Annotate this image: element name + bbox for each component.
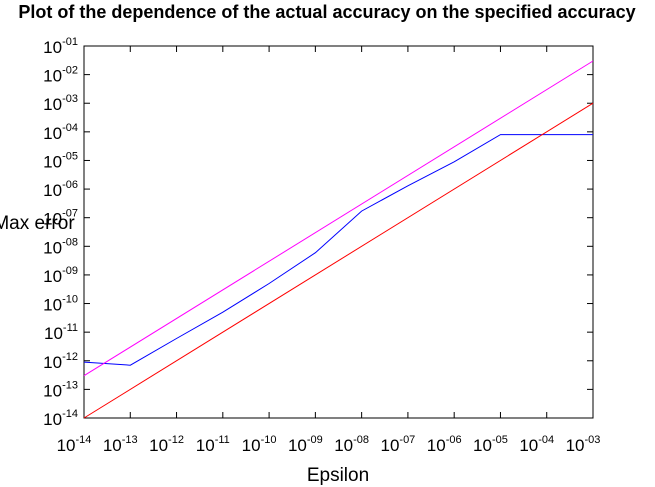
series bbox=[83, 60, 594, 419]
plot-frame bbox=[83, 45, 594, 419]
series-line-1 bbox=[83, 102, 594, 419]
x-tick-label: 10-13 bbox=[103, 434, 138, 455]
x-tick-label: 10-11 bbox=[196, 434, 230, 455]
y-tick-label: 10-12 bbox=[43, 351, 78, 372]
tick-labels: 10-14 10-13 10-12 10-11 10-10 10-09 10-08 10-07… bbox=[43, 36, 600, 455]
series-line-2 bbox=[83, 60, 594, 377]
y-tick-label: 10-11 bbox=[44, 322, 78, 343]
x-tick-label: 10-04 bbox=[519, 434, 554, 455]
x-tick-label: 10-05 bbox=[473, 434, 508, 455]
ticks bbox=[83, 45, 594, 419]
y-tick-label: 10-10 bbox=[43, 294, 78, 315]
x-tick-label: 10-14 bbox=[57, 434, 92, 455]
chart-title: Plot of the dependence of the actual acc… bbox=[18, 2, 635, 22]
y-tick-label: 10-08 bbox=[43, 236, 78, 257]
x-tick-label: 10-08 bbox=[334, 434, 369, 455]
x-tick-label: 10-06 bbox=[427, 434, 462, 455]
x-tick-label: 10-09 bbox=[288, 434, 323, 455]
x-tick-label: 10-10 bbox=[242, 434, 277, 455]
series-line-0 bbox=[83, 134, 593, 366]
y-tick-label: 10-06 bbox=[43, 179, 78, 200]
y-tick-label: 10-04 bbox=[43, 122, 78, 143]
y-tick-label: 10-01 bbox=[43, 36, 78, 57]
y-axis-label: Max error bbox=[0, 213, 75, 234]
x-tick-label: 10-12 bbox=[149, 434, 184, 455]
y-tick-label: 10-05 bbox=[43, 150, 78, 171]
y-tick-label: 10-13 bbox=[43, 379, 78, 400]
x-tick-label: 10-07 bbox=[380, 434, 415, 455]
y-tick-label: 10-03 bbox=[43, 93, 78, 114]
y-tick-label: 10-02 bbox=[43, 65, 78, 86]
x-tick-label: 10-03 bbox=[566, 434, 601, 455]
y-tick-label: 10-14 bbox=[43, 408, 78, 429]
y-tick-label: 10-09 bbox=[43, 265, 78, 286]
x-axis-label: Epsilon bbox=[307, 465, 369, 486]
